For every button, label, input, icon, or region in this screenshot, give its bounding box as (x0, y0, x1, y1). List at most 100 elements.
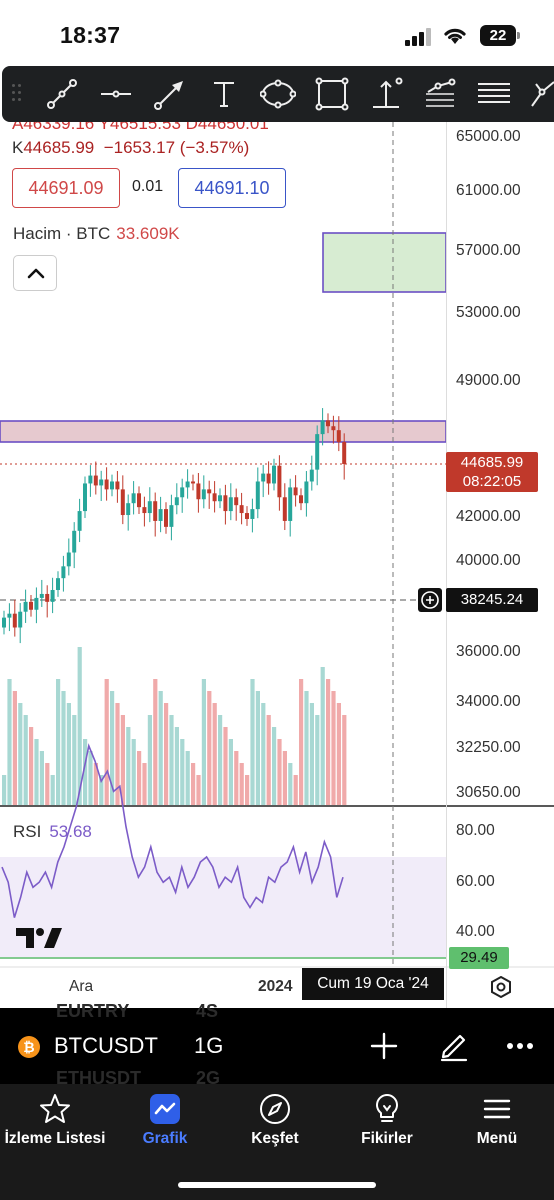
time-label-year: 2024 (258, 978, 293, 995)
text-icon[interactable] (206, 76, 242, 112)
bitcoin-icon: ₿ (18, 1036, 40, 1058)
volume-bar (336, 703, 341, 805)
lightbulb-icon (376, 1094, 398, 1122)
candle-body (174, 497, 179, 506)
candle-body (223, 495, 228, 512)
plus-icon[interactable] (370, 1032, 398, 1060)
volume-bar (61, 691, 66, 805)
collapse-legend-button[interactable] (13, 255, 57, 291)
plus-circle-icon (421, 591, 439, 609)
candle-body (99, 479, 104, 486)
symbol-selector[interactable]: BTCUSDT (54, 1033, 158, 1058)
horizontal-line-icon[interactable] (98, 76, 134, 112)
sell-button[interactable]: 44691.09 (12, 168, 120, 208)
volume-bar (326, 679, 331, 805)
volume-bar (272, 727, 277, 805)
candle-body (120, 489, 125, 516)
volume-bar (185, 751, 190, 805)
volume-bar (234, 751, 239, 805)
candle-body (45, 593, 50, 602)
volume-bar (228, 739, 233, 805)
star-icon (40, 1094, 70, 1123)
price-tick: 34000.00 (456, 693, 521, 710)
target-zone (322, 232, 447, 293)
price-tick: 53000.00 (456, 304, 521, 321)
tab-explore[interactable]: Keşfet (220, 1092, 330, 1148)
ghost-symbol: ETHUSDT (56, 1068, 141, 1088)
candle-body (12, 613, 17, 628)
candle-body (61, 566, 66, 579)
bar-countdown: 08:22:05 (462, 473, 522, 490)
tab-ideas[interactable]: Fikirler (332, 1092, 442, 1148)
fib-icon[interactable] (526, 76, 554, 112)
compass-icon (260, 1094, 290, 1124)
price-tick: 36000.00 (456, 643, 521, 660)
parallel-channel-icon[interactable] (476, 76, 512, 112)
more-icon[interactable] (505, 1032, 535, 1060)
volume-bar (288, 763, 293, 805)
volume-bar (255, 691, 260, 805)
candle-body (336, 430, 341, 443)
volume-bar (250, 679, 255, 805)
resistance-zone (0, 420, 447, 443)
volume-bar (23, 715, 28, 805)
candle-body (299, 495, 303, 504)
interval-selector[interactable]: 1G (194, 1033, 224, 1058)
candle-body (29, 601, 33, 610)
arrow-icon[interactable] (152, 76, 188, 112)
volume-bar (304, 691, 309, 805)
rsi-tick: 80.00 (456, 822, 495, 839)
volume-label: Hacim · BTC (13, 224, 111, 243)
trend-line-icon[interactable] (44, 76, 80, 112)
rectangle-icon[interactable] (314, 76, 350, 112)
volume-bar (137, 751, 142, 805)
volume-bar (223, 727, 228, 805)
tab-watchlist[interactable]: İzleme Listesi (0, 1092, 110, 1148)
price-tick: 42000.00 (456, 508, 521, 525)
measure-icon[interactable] (368, 76, 404, 112)
volume-bar (99, 775, 104, 805)
candle-body (131, 493, 136, 504)
candle-body (250, 509, 255, 519)
candle-body (234, 497, 239, 506)
bottom-tab-bar: İzleme Listesi Grafik Keşfet Fikirler Me… (0, 1084, 554, 1200)
volume-bar (282, 751, 287, 805)
status-bar: 18:37 22 (0, 0, 554, 66)
volume-bar (56, 679, 61, 805)
price-scale[interactable] (446, 122, 554, 1008)
candle-body (169, 505, 174, 527)
volume-legend: Hacim · BTC 33.609K (13, 224, 180, 244)
close-prefix: K (12, 138, 24, 157)
volume-bar (115, 703, 120, 805)
volume-bar (277, 739, 282, 805)
candle-body (245, 513, 249, 519)
rsi-band (0, 857, 446, 959)
tab-menu[interactable]: Menü (442, 1092, 552, 1148)
ellipse-icon[interactable] (259, 76, 297, 112)
volume-bar (72, 715, 77, 805)
crosshair-price-tag: 38245.24 (446, 588, 538, 612)
candle-body (272, 465, 276, 484)
candle-body (228, 497, 233, 512)
tab-chart[interactable]: Grafik (110, 1092, 220, 1148)
pen-icon[interactable] (438, 1030, 470, 1062)
price-tick: 32250.00 (456, 739, 521, 756)
candle-body (239, 505, 244, 514)
volume-bar (45, 763, 50, 805)
price-tick: 65000.00 (456, 128, 521, 145)
price-chart[interactable] (0, 122, 554, 1008)
pattern-icon[interactable] (422, 76, 458, 112)
add-alert-button[interactable] (418, 588, 442, 612)
tradingview-logo (16, 928, 62, 948)
tab-label: Grafik (142, 1130, 188, 1147)
volume-bar (174, 727, 179, 805)
volume-bar (93, 763, 98, 805)
drag-handle-icon[interactable] (12, 84, 24, 104)
chart-settings-icon[interactable] (490, 976, 512, 998)
buy-button[interactable]: 44691.10 (178, 168, 286, 208)
chart-area[interactable]: A46339.16 Y46515.53 D44650.01 K44685.99 … (0, 122, 554, 1008)
rsi-tick: 40.00 (456, 923, 495, 940)
candle-body (293, 487, 298, 496)
candle-body (255, 481, 260, 510)
crosshair-date-tag: Cum 19 Oca '24 (302, 968, 444, 1000)
